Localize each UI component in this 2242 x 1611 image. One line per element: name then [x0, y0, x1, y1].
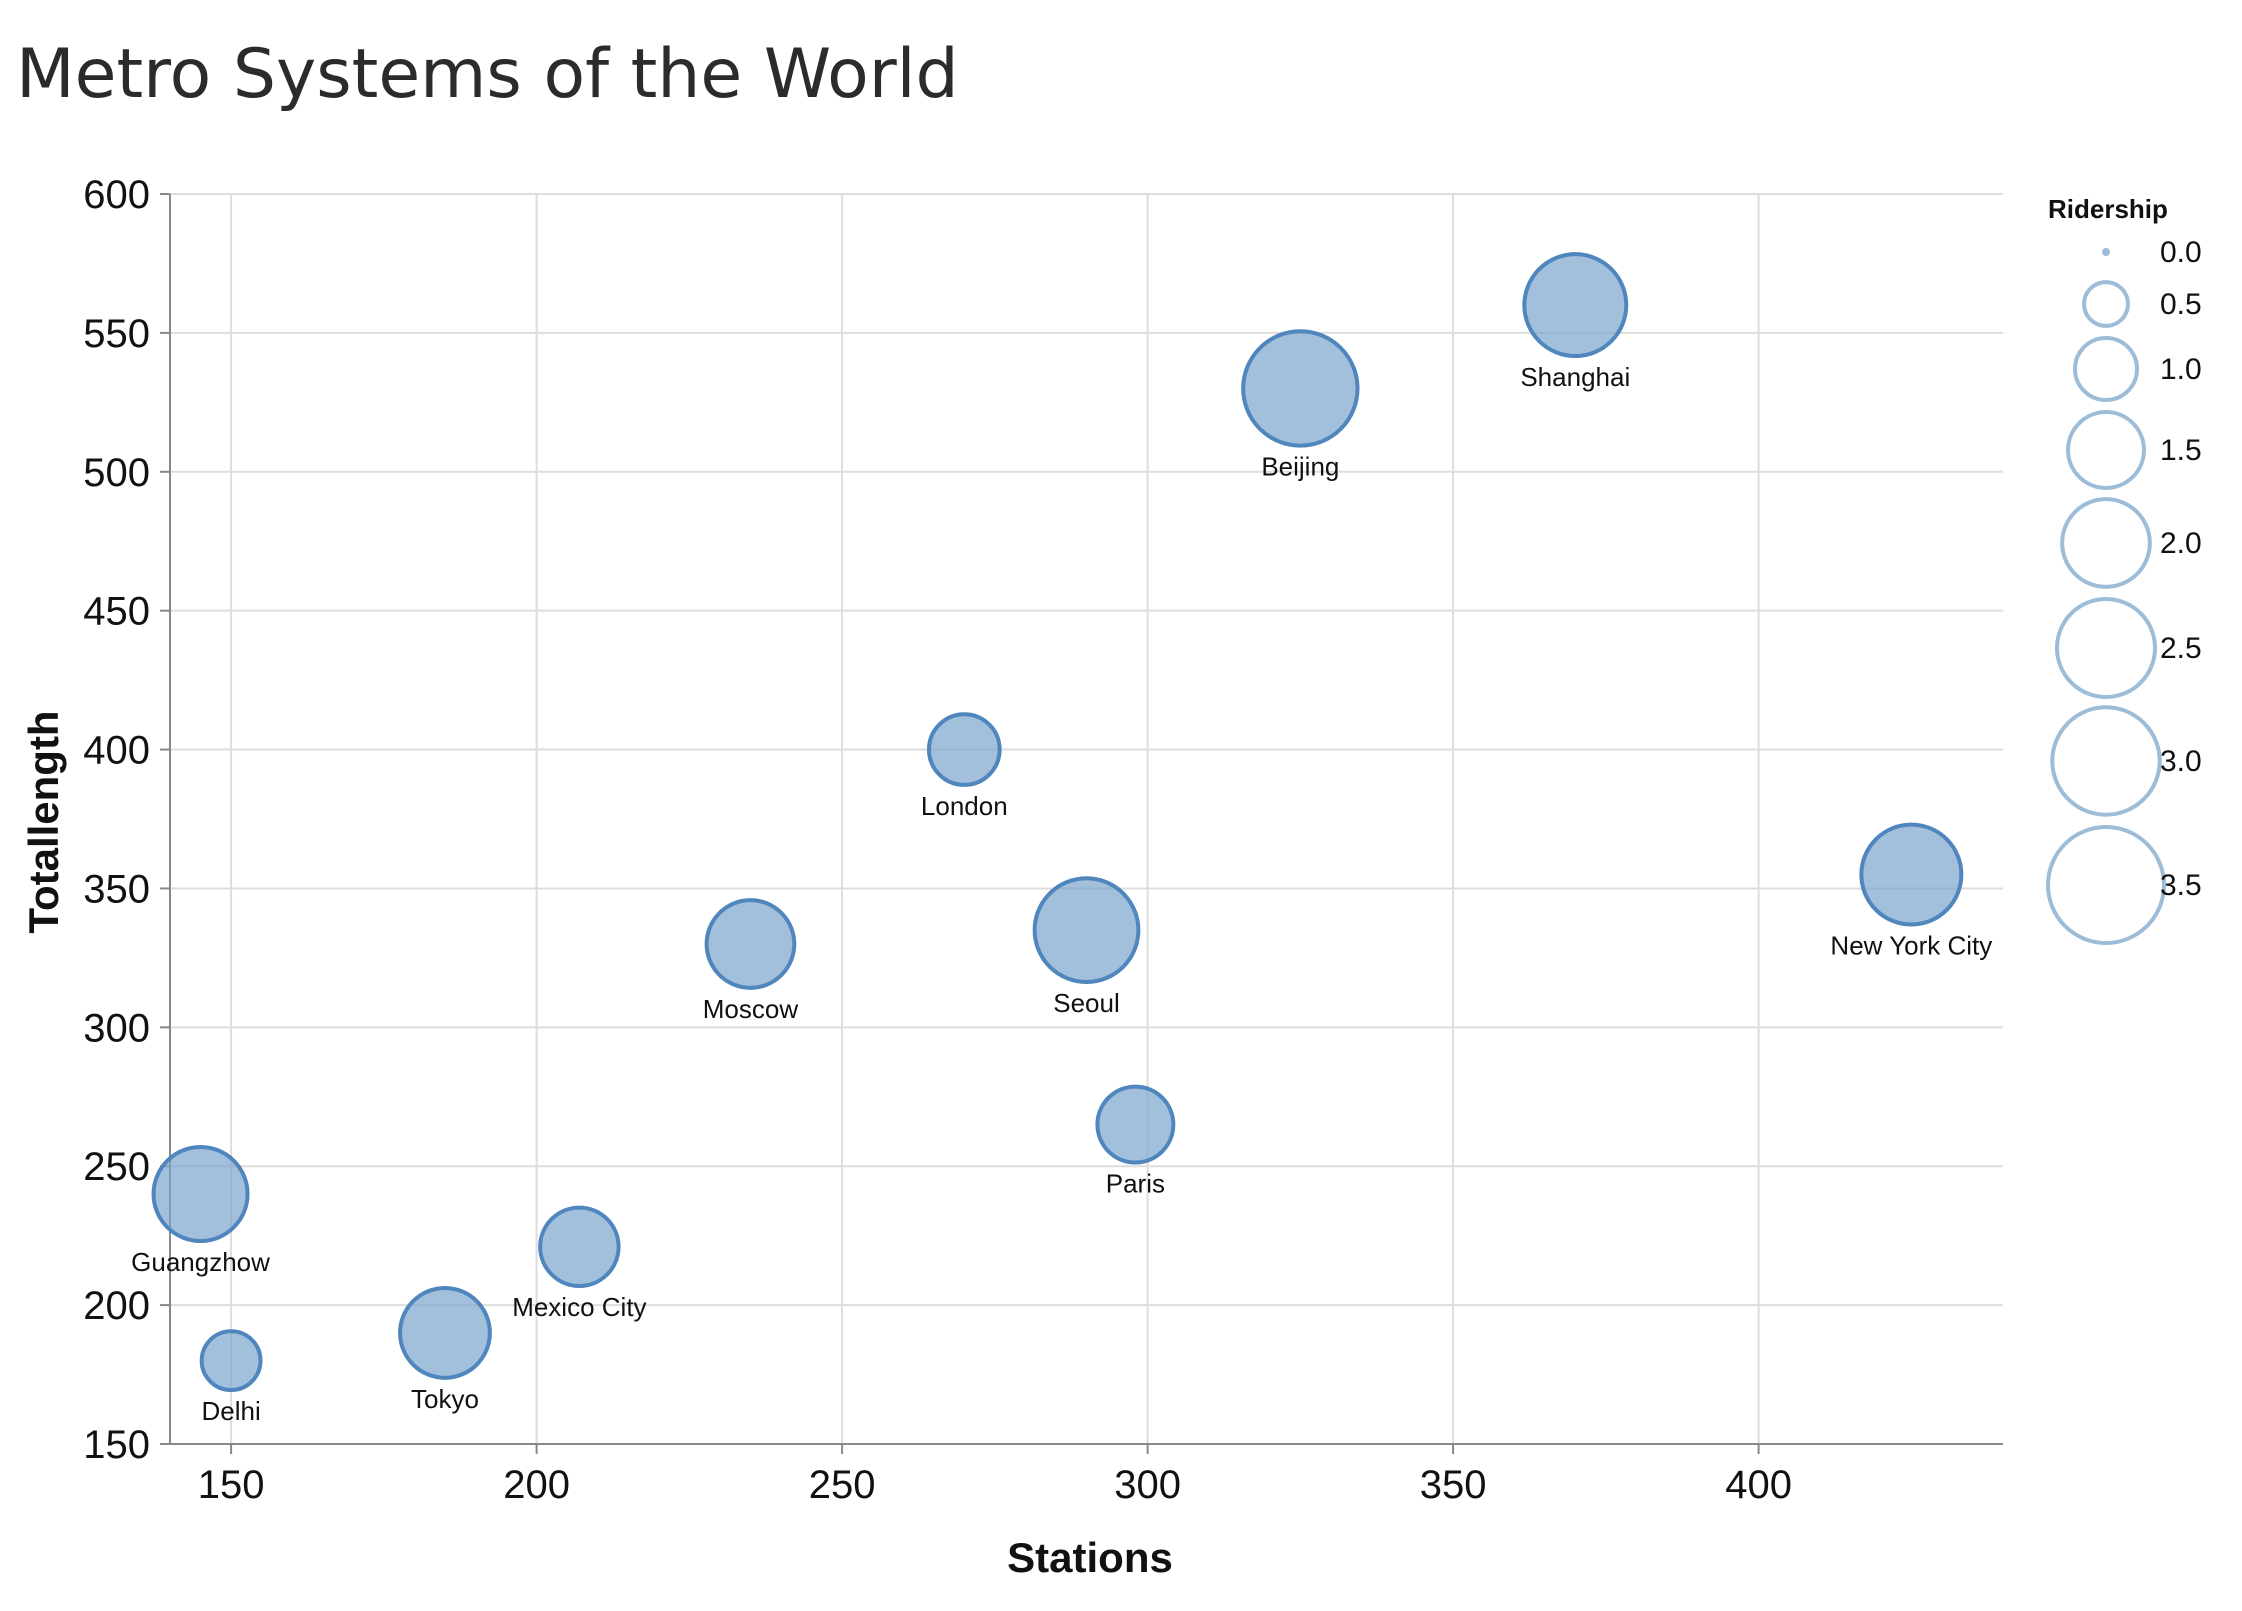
legend-symbol	[2102, 248, 2110, 256]
legend-label: 3.5	[2160, 869, 2202, 902]
legend-label: 1.5	[2160, 434, 2202, 467]
y-tick-label: 600	[83, 173, 150, 217]
x-axis-ticks: 150 200 250 300 350 400	[198, 1444, 1792, 1507]
y-axis-title: Totallength	[20, 710, 67, 933]
axes	[169, 194, 2003, 1445]
point-label: Beijing	[1261, 452, 1339, 482]
legend-symbol	[2060, 497, 2152, 589]
point-label: Delhi	[201, 1396, 260, 1426]
bubble-shanghai	[1522, 252, 1629, 359]
point-label: Paris	[1106, 1169, 1165, 1199]
bubble-london	[926, 712, 1002, 787]
bubble-layer	[151, 252, 1964, 1393]
bubble-guangzhow	[151, 1144, 250, 1244]
legend-symbol	[2054, 596, 2158, 700]
bubble-tokyo	[398, 1285, 492, 1380]
y-tick-label: 350	[83, 867, 150, 911]
legend-label: 3.0	[2160, 745, 2202, 778]
legend-symbol	[2072, 335, 2140, 403]
x-axis-title: Stations	[1007, 1534, 1173, 1581]
bubble-seoul	[1032, 876, 1141, 984]
y-tick-label: 250	[83, 1145, 150, 1189]
point-label: New York City	[1830, 931, 1992, 961]
x-tick-label: 150	[198, 1463, 265, 1507]
point-label: London	[921, 791, 1008, 821]
point-label: Mexico City	[512, 1292, 646, 1322]
y-tick-label: 550	[83, 312, 150, 356]
y-tick-label: 400	[83, 729, 150, 773]
y-tick-label: 150	[83, 1423, 150, 1467]
legend-symbol	[2082, 280, 2130, 328]
legend-symbol	[2050, 705, 2162, 817]
point-label: Guangzhow	[131, 1247, 270, 1277]
x-tick-label: 200	[503, 1463, 570, 1507]
grid-lines	[170, 193, 2003, 1445]
bubble-new-york-city	[1859, 822, 1964, 927]
legend-title: Ridership	[2048, 194, 2168, 224]
legend-label: 2.0	[2160, 527, 2202, 560]
point-label: Tokyo	[411, 1384, 479, 1414]
y-tick-label: 500	[83, 451, 150, 495]
point-label: Moscow	[703, 994, 799, 1024]
y-axis-ticks: 150 200 250 300 350 400 450 500 550 600	[83, 173, 170, 1467]
y-tick-label: 450	[83, 590, 150, 634]
y-tick-label: 200	[83, 1284, 150, 1328]
x-tick-label: 250	[809, 1463, 876, 1507]
legend-symbol	[2046, 825, 2166, 945]
bubble-mexico-city	[538, 1205, 621, 1288]
bubble-paris	[1095, 1084, 1176, 1165]
y-tick-label: 300	[83, 1006, 150, 1050]
legend-label: 1.0	[2160, 353, 2202, 386]
x-tick-label: 400	[1725, 1463, 1792, 1507]
bubble-moscow	[704, 898, 797, 990]
legend-symbol	[2066, 410, 2146, 490]
legend-label: 0.5	[2160, 288, 2202, 321]
bubble-beijing	[1241, 329, 1360, 448]
point-label: Seoul	[1053, 988, 1120, 1018]
bubble-delhi	[199, 1329, 263, 1393]
x-tick-label: 300	[1114, 1463, 1181, 1507]
x-tick-label: 350	[1420, 1463, 1487, 1507]
chart-title: Metro Systems of the World	[16, 35, 959, 114]
legend-label: 0.0	[2160, 236, 2202, 269]
legend-label: 2.5	[2160, 632, 2202, 665]
ridership-legend: Ridership 0.0 0.5 1.0 1.5 2.0 2.5 3.0 3.5	[2046, 194, 2202, 945]
point-label-layer: Shanghai Beijing London New York City Moscow…	[131, 362, 1992, 1426]
point-label: Shanghai	[1520, 362, 1630, 392]
